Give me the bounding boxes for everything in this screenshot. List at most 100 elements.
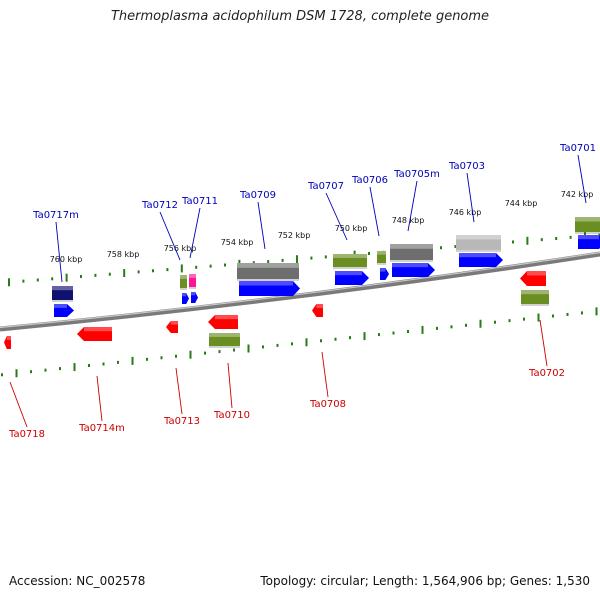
leader-line-ta0708 — [321, 351, 329, 398]
kbp-label-756-kbp: 756 kbp — [164, 244, 197, 253]
feature-cds — [239, 281, 300, 296]
feature-cds-body — [191, 292, 198, 303]
feature-layer — [4, 217, 600, 349]
feature-magenta-shadow — [189, 287, 196, 289]
kbp-label-752-kbp: 752 kbp — [278, 231, 311, 240]
feature-cds-body — [380, 268, 389, 280]
feature-reverse-cds-shine — [527, 271, 546, 276]
feature-cds — [335, 271, 369, 285]
feature-olive-shine — [180, 275, 187, 279]
feature-cds-shine — [191, 292, 196, 296]
gene-label-ta0714m: Ta0714m — [78, 423, 125, 434]
feature-reverse-cds-shine — [215, 315, 238, 320]
feature-magenta — [189, 274, 196, 289]
gene-label-ta0708: Ta0708 — [309, 399, 346, 410]
feature-magenta-shine — [189, 274, 196, 278]
feature-gray-shadow — [237, 279, 299, 281]
feature-olive — [377, 251, 386, 265]
gene-label-ta0705m: Ta0705m — [393, 169, 440, 180]
feature-reverse-cds-body — [77, 327, 112, 341]
gene-label-ta0701: Ta0701 — [559, 143, 596, 154]
feature-reverse-cds — [312, 304, 323, 317]
feature-olive-shadow — [333, 267, 367, 269]
feature-reverse-cds — [520, 271, 546, 286]
gene-label-ta0713: Ta0713 — [163, 416, 200, 427]
feature-lightgray-shadow — [456, 250, 501, 252]
feature-olive-body — [333, 254, 367, 267]
feature-olive — [180, 275, 187, 290]
feature-cds-body — [578, 235, 600, 249]
genome-backbone — [0, 251, 600, 332]
feature-olive-body — [377, 251, 386, 263]
feature-cds-body — [239, 281, 300, 296]
gene-label-ta0712: Ta0712 — [141, 200, 178, 211]
feature-cds — [578, 235, 600, 249]
feature-olive-body — [575, 217, 600, 232]
gene-label-ta0707: Ta0707 — [307, 181, 344, 192]
feature-lightgray — [456, 235, 501, 252]
feature-reverse-cds-body — [520, 271, 546, 286]
kbp-label-746-kbp: 746 kbp — [449, 208, 482, 217]
feature-cds-shine — [239, 281, 293, 286]
backbone-highlight — [0, 251, 600, 329]
feature-reverse-cds — [77, 327, 112, 341]
leader-line-ta0717m — [55, 221, 63, 283]
backbone-line — [0, 251, 600, 332]
figure-title: Thermoplasma acidophilum DSM 1728, compl… — [110, 9, 490, 24]
feature-olive — [333, 254, 367, 269]
accession-text: Accession: NC_002578 — [9, 574, 146, 588]
leader-line-ta0707 — [325, 192, 348, 241]
feature-cds-shine — [459, 253, 496, 258]
gene-label-ta0710: Ta0710 — [213, 410, 250, 421]
feature-lightgray-body — [456, 235, 501, 250]
kbp-label-742-kbp: 742 kbp — [561, 190, 594, 199]
feature-reverse-cds-shine — [316, 304, 323, 308]
feature-cds — [54, 304, 74, 317]
feature-reverse-cds — [4, 336, 11, 349]
feature-cds-body — [54, 304, 74, 317]
feature-olive-shadow — [209, 346, 240, 348]
feature-reverse-cds — [166, 321, 178, 333]
feature-cds — [459, 253, 503, 267]
feature-gray-body — [237, 263, 299, 279]
feature-cds-body — [459, 253, 503, 267]
leader-line-ta0713 — [175, 367, 183, 415]
kbp-label-758-kbp: 758 kbp — [107, 250, 140, 259]
kbp-label-754-kbp: 754 kbp — [221, 238, 254, 247]
feature-reverse-cds-shine — [170, 321, 178, 325]
leader-line-ta0703 — [466, 172, 475, 223]
kbp-label-750-kbp: 750 kbp — [335, 224, 368, 233]
feature-cds-shine — [380, 268, 386, 272]
feature-olive-shadow — [180, 288, 187, 290]
feature-reverse-cds-shine — [6, 336, 11, 340]
feature-navy-shine — [52, 286, 73, 291]
feature-gray-body — [390, 244, 433, 260]
feature-cds-body — [335, 271, 369, 285]
feature-cds — [380, 268, 389, 280]
feature-olive — [521, 290, 549, 306]
feature-cds-shine — [578, 235, 599, 240]
gene-label-layer: Ta0717m Ta0712 Ta0711 Ta0709 Ta0707 Ta0706 Ta0… — [8, 143, 596, 440]
leader-line-ta0705m — [407, 180, 418, 232]
feature-cds-shine — [54, 304, 67, 308]
leader-line-ta0702 — [539, 319, 548, 367]
gene-label-ta0711: Ta0711 — [181, 196, 218, 207]
feature-olive-body — [209, 333, 240, 346]
feature-olive-shine — [575, 217, 600, 222]
leader-line-ta0712 — [159, 211, 181, 261]
feature-cds — [182, 293, 189, 304]
feature-olive-shine — [209, 333, 240, 337]
feature-cds — [191, 292, 198, 303]
leader-line-ta0718 — [9, 381, 28, 428]
feature-navy — [52, 286, 73, 302]
gene-label-ta0717m: Ta0717m — [32, 210, 79, 221]
feature-reverse-cds-shine — [84, 327, 112, 332]
gene-label-ta0718: Ta0718 — [8, 429, 45, 440]
feature-cds — [392, 263, 435, 277]
feature-olive-shadow — [521, 304, 549, 306]
feature-navy-shadow — [52, 300, 73, 302]
gene-label-ta0702: Ta0702 — [528, 368, 565, 379]
leader-line-ta0709 — [257, 201, 266, 250]
genome-stats-text: Topology: circular; Length: 1,564,906 bp… — [260, 574, 590, 588]
